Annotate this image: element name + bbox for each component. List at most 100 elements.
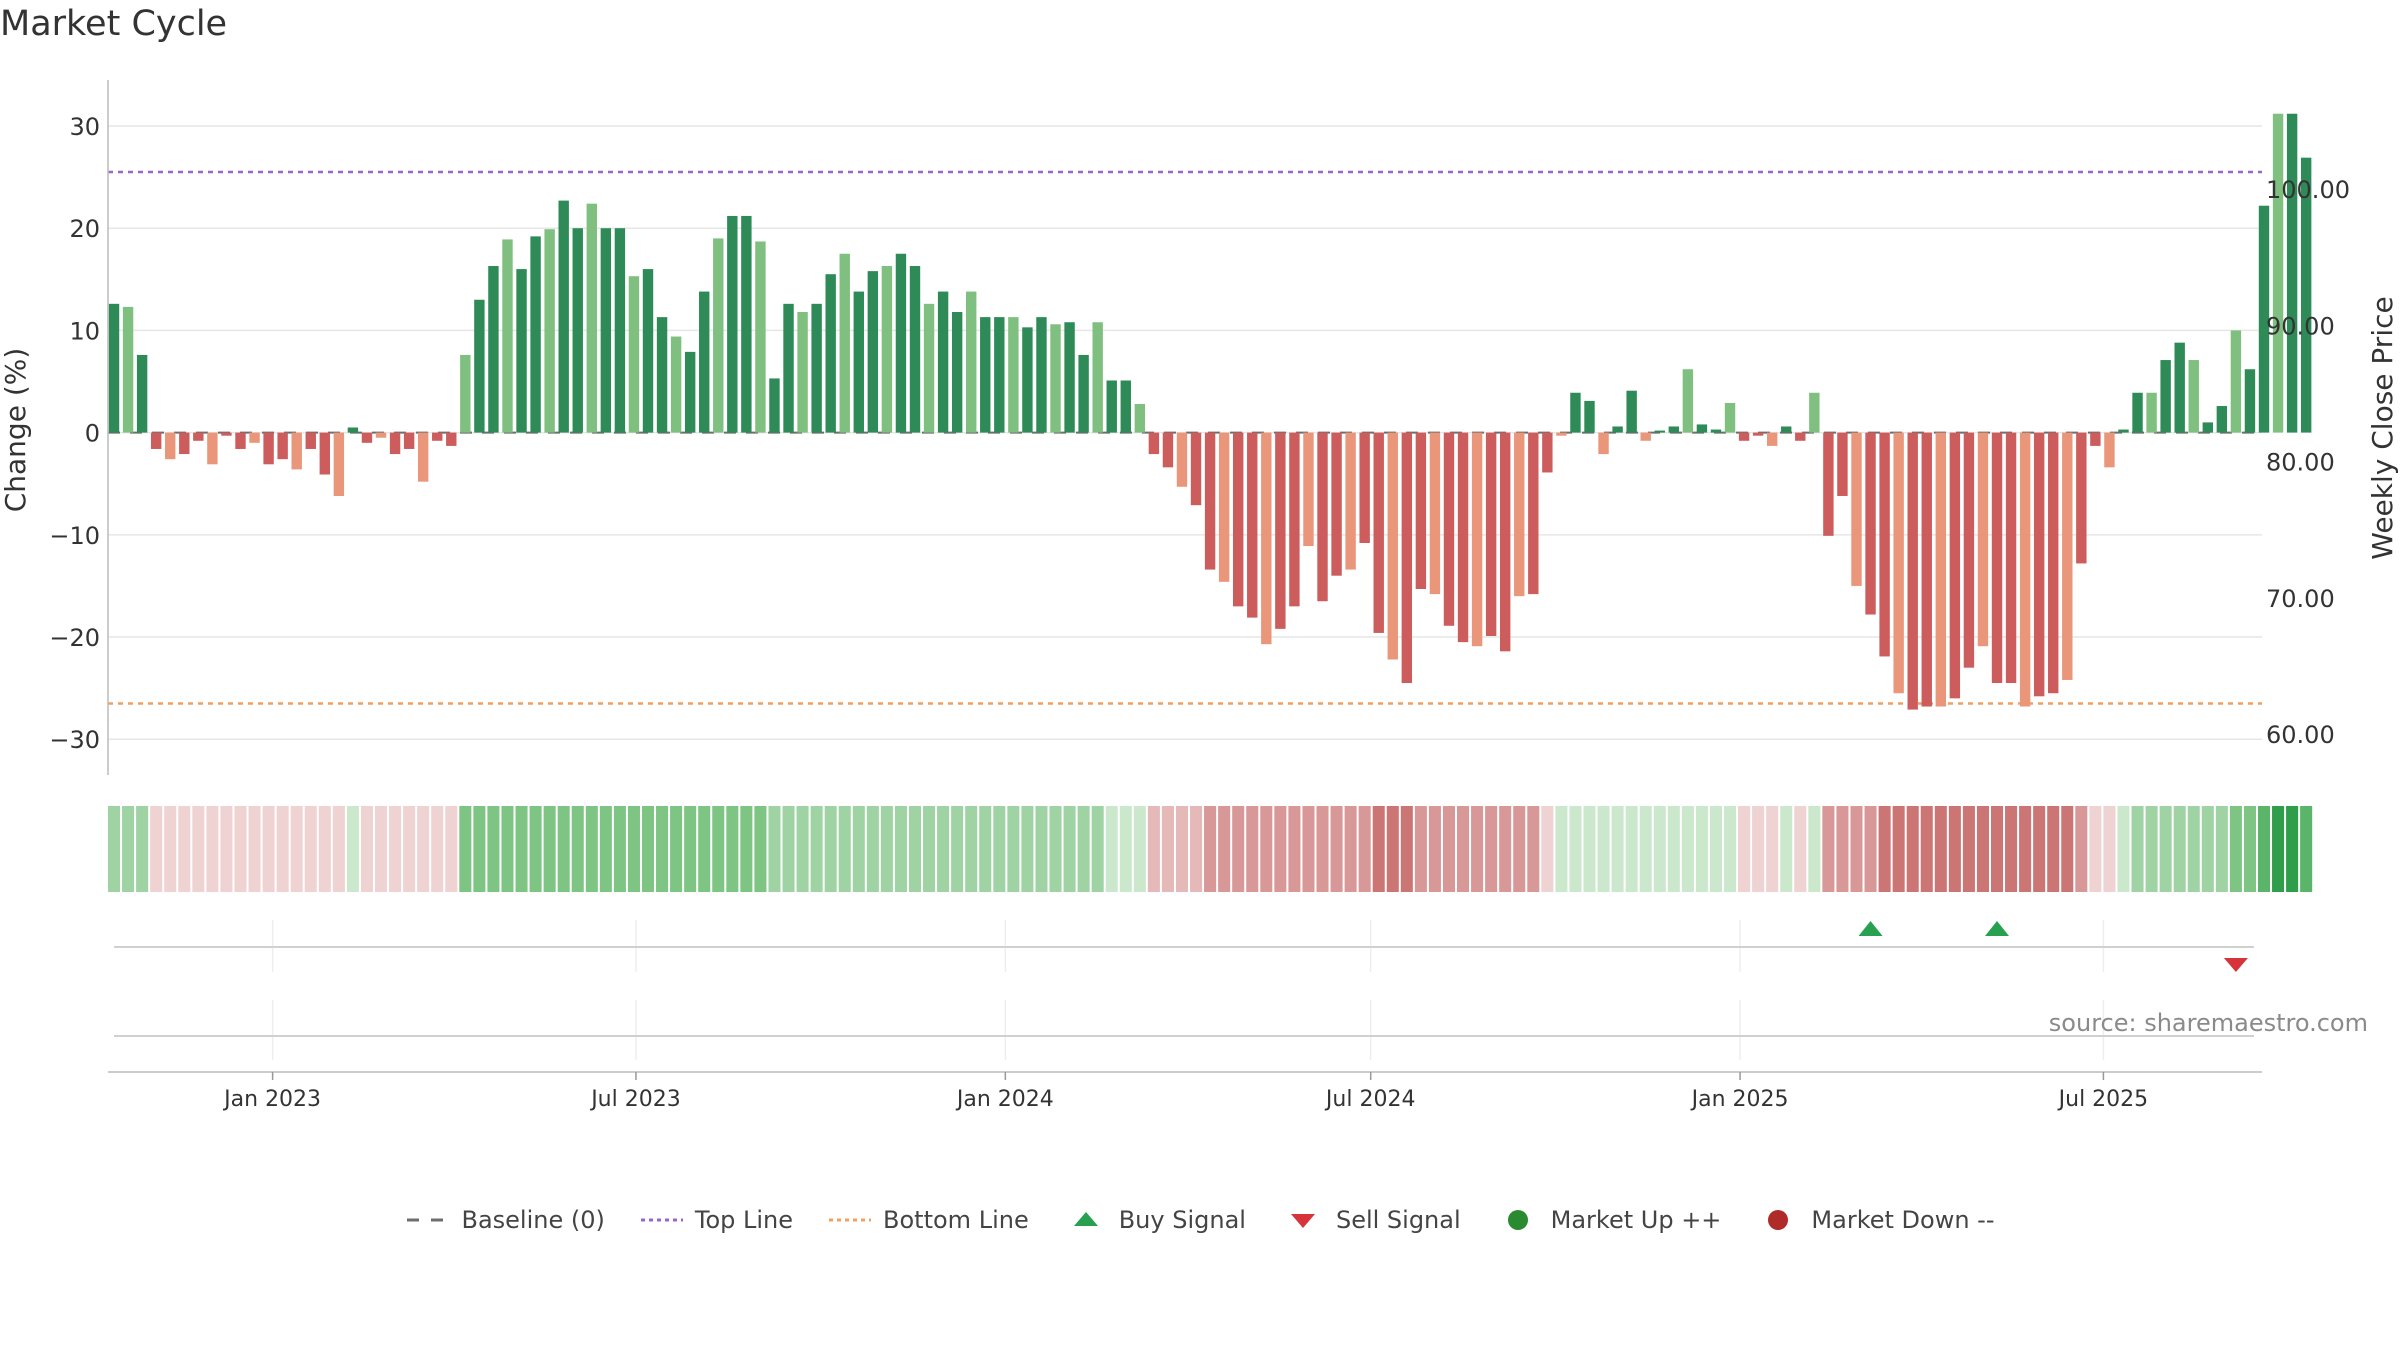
change-bar [727,215,738,433]
change-bar [1148,432,1160,455]
change-bar [136,354,148,433]
change-bar [1809,392,1820,433]
change-bar [699,291,710,433]
regime-cell [1344,806,1357,892]
change-bar [1851,432,1862,586]
regime-cell [1822,806,1835,892]
regime-cell [641,806,655,892]
change-bar [2300,157,2312,433]
regime-cell [1428,806,1441,892]
change-bar [1542,432,1553,473]
regime-cell [768,806,781,892]
regime-cell [557,806,570,892]
change-bar [108,303,120,433]
regime-cell [2075,806,2088,892]
regime-cell [1471,806,1484,892]
regime-cell [1302,806,1315,892]
change-bar [1935,432,1947,707]
change-bar [488,266,499,433]
change-bar [1429,432,1441,595]
regime-cell [1808,806,1821,892]
regime-cell [2300,806,2313,892]
regime-cell [1892,806,1905,892]
change-bar [1879,432,1890,657]
change-bar [122,306,134,433]
x-tick-label: Jan 2025 [1690,1087,1789,1112]
regime-cell [220,806,233,892]
regime-cell [979,806,992,892]
change-bar [1612,426,1623,433]
chart-legend: Baseline (0) Top Line Bottom Line Buy Signa… [0,1200,2400,1240]
change-bar [572,228,583,433]
regime-cell [1007,806,1020,892]
legend-item: Top Line [639,1206,793,1234]
change-bar [2048,432,2059,694]
regime-cell [1175,806,1189,892]
regime-cell [1330,806,1343,892]
change-bar [1218,432,1230,582]
y2-tick-label: 70.00 [2266,585,2335,613]
regime-cell [1400,806,1413,892]
regime-cell [1569,806,1582,892]
x-tick-label: Jul 2023 [589,1087,681,1112]
regime-cell [684,806,697,892]
change-bar [1443,432,1455,626]
change-bar [1977,432,1989,647]
regime-cell [445,806,458,892]
change-bar [2118,429,2129,433]
regime-cell [1906,806,1919,892]
change-bar [2286,113,2298,433]
sell-signal-marker [2223,958,2248,972]
regime-cell [1442,806,1456,892]
change-bar [980,317,991,433]
change-bar [1036,317,1047,433]
change-bar [2005,432,2017,684]
regime-cell [866,806,879,892]
regime-cell [754,806,767,892]
change-bar [1598,432,1609,455]
regime-cell [1653,806,1666,892]
change-bar [1134,403,1146,433]
signal-panel [114,920,2254,1060]
change-bar [1106,380,1117,433]
y2-tick-label: 100.00 [2266,176,2350,204]
regime-cell [880,806,893,892]
change-bar [2174,342,2185,433]
regime-cell [1288,806,1301,892]
y-tick-label: 20 [69,215,100,243]
change-bar [277,432,288,460]
regime-cell [1077,806,1090,892]
change-bar [1008,317,1019,433]
legend-label: Market Down -- [1811,1206,1995,1234]
change-bar [2258,205,2270,433]
change-bar [670,336,682,433]
change-bar [361,432,373,443]
triangle-up-legend-icon [1073,1212,1098,1226]
regime-cell [1063,806,1076,892]
regime-cell [136,806,149,892]
regime-cell [571,806,584,892]
change-bar [403,432,415,449]
change-bar [1247,432,1258,618]
change-bar [755,241,766,433]
regime-cell [1133,806,1146,892]
regime-cell [1414,806,1427,892]
change-bar [460,354,471,433]
change-bar [1022,327,1033,433]
change-bar [1275,432,1286,629]
change-bar [1261,432,1272,645]
change-bar [1949,432,1961,699]
change-bar [1668,426,1680,433]
change-bar [951,312,963,433]
x-tick-label: Jul 2024 [1324,1087,1416,1112]
change-bar [909,266,921,433]
regime-cell [178,806,191,892]
change-bar [1345,432,1356,570]
change-bar [1415,432,1427,589]
change-bar [1682,369,1694,433]
change-bar [1359,432,1370,543]
regime-cell [2229,806,2242,892]
change-bar [1176,432,1188,487]
regime-cell [1780,806,1793,892]
regime-cell [2103,806,2116,892]
